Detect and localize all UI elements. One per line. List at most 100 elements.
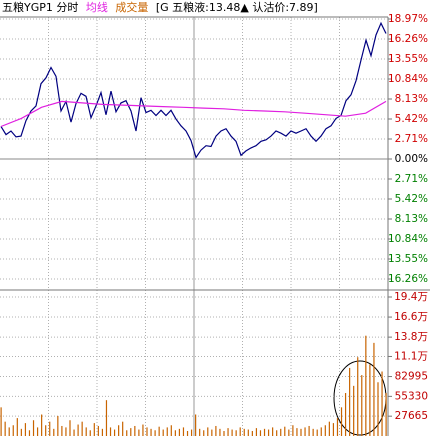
volume-bar — [377, 382, 379, 436]
volume-bar — [32, 420, 35, 436]
volume-bar — [199, 428, 201, 436]
volume-bar — [320, 427, 322, 436]
volume-bar — [259, 430, 262, 436]
volume-bar — [134, 425, 136, 436]
volume-bar — [109, 427, 112, 436]
volume-bar — [361, 375, 363, 436]
volume-bar — [174, 430, 176, 436]
volume-bar — [385, 393, 387, 436]
y-tick-label: 82995 — [395, 371, 428, 383]
volume-bar — [122, 421, 124, 436]
volume-bar — [332, 423, 335, 436]
volume-bar — [223, 430, 225, 436]
volume-bar — [85, 427, 87, 436]
volume-bar — [215, 425, 217, 436]
volume-bar — [296, 428, 298, 436]
volume-bar — [227, 428, 229, 436]
y-tick-label: 27665 — [395, 410, 428, 422]
volume-bar — [93, 423, 95, 436]
volume-bar — [373, 342, 375, 436]
volume-bar — [16, 418, 18, 436]
volume-bar — [178, 428, 181, 436]
volume-bar — [73, 429, 75, 436]
y-tick-label: 10.84% — [388, 73, 428, 85]
y-tick-label: 55330 — [395, 390, 428, 402]
volume-bar — [316, 429, 318, 436]
volume-bar — [89, 430, 91, 436]
volume-bar — [247, 429, 249, 436]
volume-bar — [12, 425, 14, 436]
y-tick-label: 10.84% — [388, 233, 428, 245]
volume-bar — [195, 414, 197, 436]
y-tick-label: 13.8万 — [394, 331, 428, 343]
y-tick-label: 2.71% — [395, 173, 428, 185]
volume-bar — [41, 414, 43, 436]
volume-bar — [20, 428, 22, 436]
volume-bar — [357, 357, 359, 436]
y-tick-label: 11.1万 — [394, 350, 428, 362]
volume-bar — [276, 430, 278, 436]
volume-bar — [308, 425, 310, 436]
volume-bar — [231, 429, 233, 436]
volume-bar — [36, 427, 39, 436]
y-tick-label: 0.00% — [395, 153, 428, 165]
volume-bar — [243, 428, 245, 436]
volume-bar — [272, 427, 274, 436]
volume-bar — [81, 421, 83, 436]
volume-bar — [113, 429, 116, 436]
volume-bar — [186, 430, 189, 436]
series-line — [0, 21, 387, 159]
volume-bar — [219, 428, 221, 436]
volume-bar — [126, 430, 128, 436]
volume-bar — [158, 426, 160, 436]
volume-bar — [235, 430, 237, 436]
y-tick-label: 13.55% — [388, 253, 428, 265]
volume-bar — [267, 429, 270, 436]
volume-bar — [304, 427, 306, 436]
volume-bar — [263, 428, 266, 436]
y-tick-label: 16.26% — [388, 273, 428, 285]
volume-bar — [61, 425, 63, 436]
volume-bar — [300, 428, 302, 436]
volume-bar — [203, 430, 205, 436]
volume-bar — [138, 429, 140, 436]
volume-bar — [255, 428, 258, 436]
volume-bar — [130, 428, 132, 436]
volume-bar — [292, 425, 294, 436]
y-tick-label: 8.13% — [395, 93, 428, 105]
volume-bar — [288, 429, 290, 436]
volume-bar — [101, 428, 104, 436]
volume-bar — [344, 393, 347, 436]
volume-bar — [8, 427, 10, 436]
volume-bar — [57, 415, 59, 436]
volume-bar — [28, 430, 31, 436]
volume-bar — [154, 430, 156, 436]
legend-entry: 成交量 — [115, 1, 149, 14]
volume-bar — [150, 428, 152, 436]
volume-bar — [45, 425, 47, 436]
volume-bar — [207, 427, 209, 436]
volume-bar — [142, 424, 144, 436]
volume-bar — [65, 427, 67, 436]
volume-bar — [146, 427, 148, 436]
volume-bar — [369, 364, 371, 436]
volume-bar — [97, 425, 99, 436]
header: 五粮YGP1 分时 均线 成交量 [G 五粮液:13.48▲ 认沽价:7.89] — [2, 1, 318, 15]
chart-title: 五粮YGP1 分时 — [2, 1, 79, 14]
volume-bar — [49, 421, 51, 436]
volume-bar — [24, 423, 27, 436]
y-tick-label: 5.42% — [395, 113, 428, 125]
volume-bar — [53, 428, 55, 436]
grid-frame — [48, 17, 340, 436]
volume-bar — [69, 420, 71, 436]
volume-bar — [312, 428, 314, 436]
y-tick-label: 5.42% — [395, 193, 428, 205]
volume-bar — [324, 425, 326, 436]
volume-bar — [4, 421, 6, 436]
y-tick-label: 18.97% — [388, 13, 428, 25]
volume-bar — [182, 427, 185, 436]
volume-bar — [166, 427, 168, 436]
volume-bar — [118, 425, 120, 436]
